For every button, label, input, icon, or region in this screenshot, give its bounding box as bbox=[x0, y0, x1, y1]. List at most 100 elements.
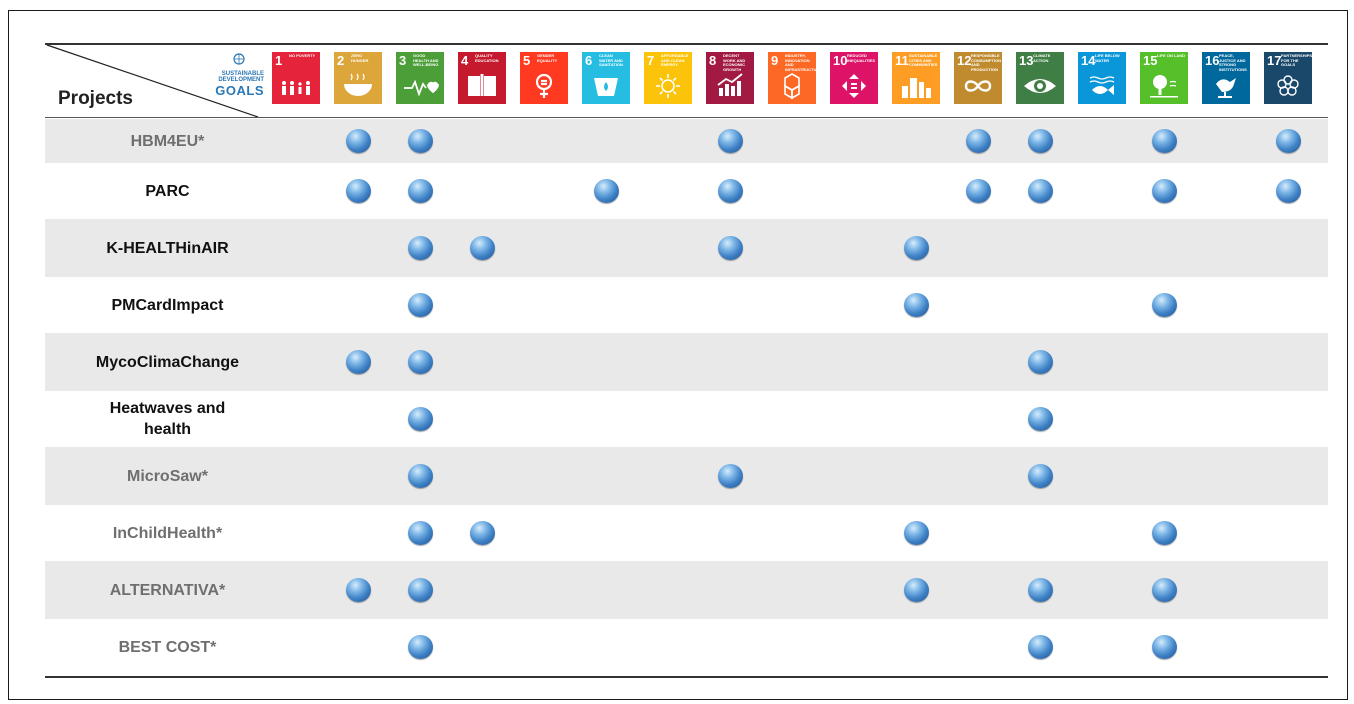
sdg-goal-2-tile: 2 Zero hunger bbox=[334, 52, 382, 104]
project-name: HBM4EU* bbox=[130, 132, 205, 150]
project-name: ALTERNATIVA* bbox=[109, 581, 226, 599]
goal-3-marker bbox=[408, 407, 433, 431]
figure-frame bbox=[8, 10, 1348, 700]
sdg-goal-13-tile: 13 Climate action bbox=[1016, 52, 1064, 104]
project-name: InChildHealth* bbox=[112, 524, 223, 542]
sdg-goal-number: 17 bbox=[1267, 53, 1282, 68]
goal-8-marker bbox=[718, 464, 743, 488]
sdg-goal-number: 11 bbox=[895, 53, 909, 68]
tree-icon bbox=[1150, 75, 1178, 98]
sdg-goal-number: 13 bbox=[1019, 53, 1034, 68]
rings-icon bbox=[1277, 75, 1299, 96]
project-name: PARC bbox=[145, 182, 190, 200]
sdg-goal-number: 16 bbox=[1205, 53, 1220, 68]
sdg-goal-title: No poverty bbox=[289, 53, 316, 58]
sdg-goal-title: Responsible consumption and production bbox=[971, 53, 1001, 72]
water-drop-icon bbox=[594, 78, 618, 96]
sdg-goal-11-tile: 11 Sustainable cities and communities bbox=[892, 52, 940, 104]
sdg-goal-15-tile: 15 Life on land bbox=[1140, 52, 1188, 104]
sdg-goal-number: 8 bbox=[709, 53, 717, 68]
fish-icon bbox=[1089, 76, 1115, 95]
city-icon bbox=[902, 78, 931, 98]
sdg-goal-number: 7 bbox=[647, 53, 655, 68]
goal-6-marker bbox=[594, 179, 619, 203]
sun-icon bbox=[656, 74, 680, 98]
projects-column-header: Projects bbox=[58, 88, 133, 109]
goal-13-marker bbox=[1028, 464, 1053, 488]
sdg-goal-9-tile: 9 Industry, innovation and infrastructure bbox=[768, 52, 816, 104]
sdg-goal-number: 1 bbox=[275, 53, 283, 68]
sdg-goal-title: Reduced inequalities bbox=[847, 53, 876, 63]
goal-3-marker bbox=[408, 521, 433, 545]
gender-icon bbox=[535, 73, 553, 98]
sdg-goal-title: Sustainable cities and communities bbox=[909, 53, 938, 67]
sdg-goal-number: 12 bbox=[957, 53, 972, 68]
sdg-goal-title: Gender equality bbox=[537, 53, 558, 63]
goal-13-marker bbox=[1028, 407, 1053, 431]
goal-2-marker bbox=[346, 179, 371, 203]
project-row bbox=[45, 333, 1328, 391]
goal-11-marker bbox=[904, 521, 929, 545]
project-name: MycoClimaChange bbox=[95, 353, 240, 371]
sdg-goal-title: Affordable and clean energy bbox=[661, 53, 689, 67]
equality-arrows-icon bbox=[842, 74, 866, 98]
sdg-goal-number: 4 bbox=[461, 53, 469, 68]
goal-4-marker bbox=[470, 236, 495, 260]
sdg-goal-title: Clean water and sanitation bbox=[599, 53, 623, 67]
sdg-goal-title: Industry, innovation and infrastructure bbox=[785, 53, 816, 72]
sdg-goal-16-tile: 16 Peace, justice and strong institutions bbox=[1202, 52, 1250, 104]
sdg-goal-3-tile: 3 Good health and well-being bbox=[396, 52, 444, 104]
bottom-rule bbox=[45, 676, 1328, 678]
sdg-goal-title: Peace, justice and strong institutions bbox=[1219, 53, 1247, 72]
top-rule bbox=[45, 43, 1328, 45]
goal-3-marker bbox=[408, 129, 433, 153]
eye-globe-icon bbox=[1024, 79, 1056, 93]
sdg-goal-title: Zero hunger bbox=[351, 53, 369, 63]
project-row bbox=[45, 447, 1328, 505]
sdg-goal-number: 2 bbox=[337, 53, 345, 68]
goal-17-marker bbox=[1276, 179, 1301, 203]
project-row bbox=[45, 119, 1328, 163]
goal-13-marker bbox=[1028, 350, 1053, 374]
sdg-goal-6-tile: 6 Clean water and sanitation bbox=[582, 52, 630, 104]
goal-13-marker bbox=[1028, 179, 1053, 203]
goal-15-marker bbox=[1152, 521, 1177, 545]
project-row bbox=[45, 561, 1328, 619]
project-name: MicroSaw* bbox=[127, 467, 208, 485]
goal-13-marker bbox=[1028, 129, 1053, 153]
sdg-goal-8-tile: 8 Decent work and economic growth bbox=[706, 52, 754, 104]
goal-8-marker bbox=[718, 236, 743, 260]
bowl-icon bbox=[344, 73, 372, 96]
heartbeat-icon bbox=[404, 79, 439, 97]
goal-11-marker bbox=[904, 293, 929, 317]
goal-3-marker bbox=[408, 578, 433, 602]
goal-15-marker bbox=[1152, 578, 1177, 602]
goal-12-marker bbox=[966, 129, 991, 153]
sdg-goal-7-tile: 7 Affordable and clean energy bbox=[644, 52, 692, 104]
sdg-goal-12-tile: 12 Responsible consumption and production bbox=[954, 52, 1002, 104]
project-name: BEST COST* bbox=[118, 638, 217, 656]
goal-12-marker bbox=[966, 179, 991, 203]
goal-3-marker bbox=[408, 350, 433, 374]
goal-3-marker bbox=[408, 464, 433, 488]
sdg-logo-line1: SUSTAINABLE bbox=[221, 71, 264, 77]
goal-15-marker bbox=[1152, 293, 1177, 317]
sdg-goal-title: Partnerships for the goals bbox=[1281, 53, 1312, 67]
sdg-logo: SUSTAINABLE DEVELOPMENT GOALS bbox=[214, 52, 264, 100]
sdg-goal-1-tile: 1 No poverty bbox=[272, 52, 320, 104]
goal-11-marker bbox=[904, 236, 929, 260]
goal-15-marker bbox=[1152, 129, 1177, 153]
goal-2-marker bbox=[346, 350, 371, 374]
project-name: PMCardImpact bbox=[111, 296, 224, 314]
goal-3-marker bbox=[408, 635, 433, 659]
goal-13-marker bbox=[1028, 578, 1053, 602]
sdg-goal-number: 15 bbox=[1143, 53, 1158, 68]
family-icon bbox=[282, 81, 310, 95]
sdg-goal-number: 14 bbox=[1081, 53, 1096, 68]
sdg-goal-title: Quality education bbox=[475, 53, 499, 63]
project-name: K-HEALTHinAIR bbox=[106, 239, 229, 257]
header-rule bbox=[45, 117, 1328, 118]
sdg-goal-number: 6 bbox=[585, 53, 593, 68]
goal-3-marker bbox=[408, 293, 433, 317]
goal-3-marker bbox=[408, 236, 433, 260]
